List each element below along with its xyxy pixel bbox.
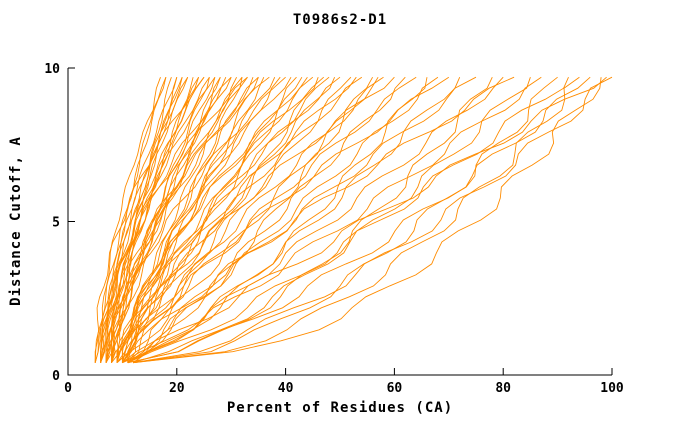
model-curve (111, 76, 248, 363)
model-curve (133, 77, 602, 364)
x-tick-label: 60 (387, 381, 403, 396)
x-tick-label: 0 (64, 381, 72, 396)
model-curve (127, 77, 493, 364)
model-curve (127, 76, 373, 364)
model-curve (127, 76, 450, 363)
x-tick-label: 80 (495, 381, 511, 396)
model-curve (105, 76, 259, 363)
model-curve (111, 76, 270, 363)
model-curve (127, 76, 324, 363)
model-curve (100, 76, 216, 363)
model-curve (116, 76, 352, 364)
x-tick-label: 20 (169, 381, 185, 396)
model-curve (133, 77, 531, 364)
model-curve (133, 76, 504, 364)
model-curve (127, 76, 417, 364)
model-curve (94, 77, 167, 363)
model-curve (116, 76, 384, 364)
model-curve (111, 77, 232, 363)
model-curve (111, 76, 330, 363)
model-curve (116, 76, 248, 363)
model-curve (100, 76, 232, 363)
model-curve (127, 76, 542, 364)
model-curve (94, 76, 205, 363)
x-axis-label: Percent of Residues (CA) (226, 400, 454, 416)
model-curve (105, 76, 205, 363)
model-curve (105, 76, 243, 363)
model-curve (121, 76, 395, 363)
model-curve (122, 76, 406, 364)
model-curve (121, 77, 336, 363)
y-tick-label: 10 (44, 62, 60, 77)
model-curve (111, 76, 286, 363)
model-curve (133, 76, 613, 364)
model-curve (122, 76, 314, 363)
x-tick-label: 40 (278, 381, 294, 396)
model-curve (127, 76, 607, 364)
model-curve (100, 77, 178, 363)
model-curve (100, 77, 167, 363)
model-curve (127, 76, 515, 364)
model-curve (105, 77, 216, 363)
y-tick-label: 0 (52, 369, 60, 384)
model-curve (111, 77, 227, 363)
model-curve (133, 76, 477, 364)
chart-title: T0986s2-D1 (292, 12, 388, 28)
y-tick-label: 5 (52, 216, 60, 231)
model-curve (127, 76, 591, 364)
model-curve (127, 76, 341, 363)
model-curve (111, 77, 210, 363)
model-curve (127, 77, 569, 364)
model-curve (133, 76, 558, 364)
model-curve (133, 76, 439, 364)
x-tick-label: 100 (600, 381, 624, 396)
